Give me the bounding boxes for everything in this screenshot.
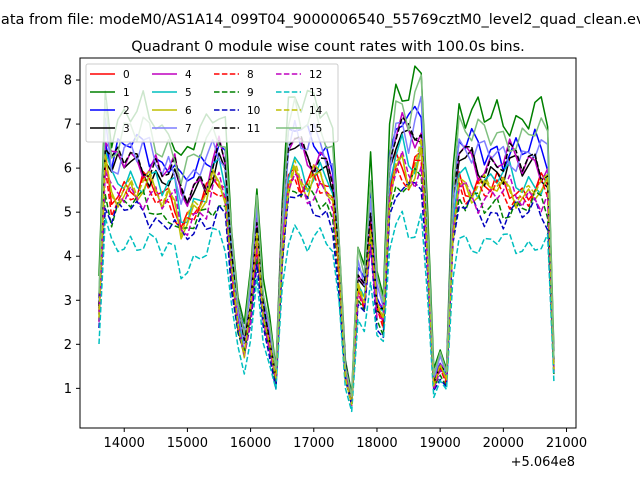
legend-label-11: 11 [247,123,260,135]
legend-label-2: 2 [123,105,130,117]
y-tick-label: 2 [64,338,72,353]
x-tick-label: 21000 [546,436,587,451]
legend-box [85,63,339,143]
legend-label-13: 13 [309,87,322,99]
legend-label-8: 8 [247,69,254,81]
y-tick-label: 7 [64,118,72,133]
series-line-9 [98,167,555,406]
legend-label-12: 12 [309,69,322,81]
y-tick-label: 4 [64,250,72,265]
legend-label-10: 10 [247,105,260,117]
y-tick-label: 1 [64,382,72,397]
series-line-11 [98,116,555,401]
series-line-15 [98,74,555,398]
y-tick-label: 5 [64,206,72,221]
series-line-14 [98,137,555,406]
x-offset-label: +5.064e8 [511,455,575,470]
legend-label-1: 1 [123,87,130,99]
x-tick-label: 20000 [483,436,524,451]
legend-label-3: 3 [123,123,130,135]
x-tick-label: 19000 [419,436,460,451]
legend-label-7: 7 [185,123,192,135]
chart-suptitle: Data from file: modeM0/AS1A14_099T04_900… [0,12,640,28]
legend-label-4: 4 [185,69,192,81]
series-line-7 [98,95,555,401]
axes-layer: 14000 15000 16000 17000 18000 19000 20000 21000… [64,74,587,451]
x-tick-label: 14000 [104,436,145,451]
legend-label-6: 6 [185,105,192,117]
x-tick-label: 17000 [293,436,334,451]
legend-label-15: 15 [309,123,322,135]
y-tick-label: 6 [64,162,72,177]
x-tick-label: 18000 [356,436,397,451]
chart-title: Quadrant 0 module wise count rates with … [131,39,525,55]
y-tick-label: 3 [64,294,72,309]
series-line-4 [98,111,555,402]
x-tick-label: 15000 [167,436,208,451]
legend-label-0: 0 [123,69,130,81]
legend-label-5: 5 [185,87,192,99]
legend-label-9: 9 [247,87,254,99]
legend-label-14: 14 [309,105,323,117]
series-line-13 [98,210,555,413]
y-tick-label: 8 [64,74,72,89]
series-line-10 [98,181,555,407]
x-tick-label: 16000 [230,436,271,451]
plot-frame [79,57,577,429]
series-line-12 [98,150,555,407]
series-layer [98,65,555,413]
